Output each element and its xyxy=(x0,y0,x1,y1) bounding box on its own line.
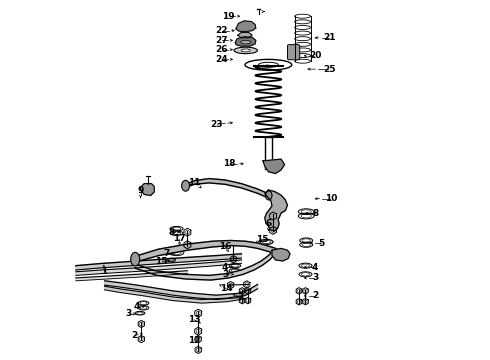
Polygon shape xyxy=(76,260,242,275)
Text: 8: 8 xyxy=(168,228,174,237)
Ellipse shape xyxy=(266,191,272,200)
Text: 1: 1 xyxy=(101,267,107,276)
Text: 24: 24 xyxy=(215,55,228,64)
Polygon shape xyxy=(140,184,154,195)
Polygon shape xyxy=(186,179,269,198)
Polygon shape xyxy=(76,271,187,281)
Text: 17: 17 xyxy=(173,234,186,243)
Ellipse shape xyxy=(241,49,250,52)
Text: 6: 6 xyxy=(265,220,271,229)
Text: 4: 4 xyxy=(222,263,228,272)
Polygon shape xyxy=(104,281,258,300)
Text: 3: 3 xyxy=(125,310,131,319)
Text: 10: 10 xyxy=(325,194,338,203)
Text: 2: 2 xyxy=(238,292,244,302)
Text: 20: 20 xyxy=(309,51,321,60)
Text: 14: 14 xyxy=(220,284,233,293)
Text: 15: 15 xyxy=(256,235,269,244)
Text: 23: 23 xyxy=(210,120,222,129)
Text: 4: 4 xyxy=(133,302,140,311)
Polygon shape xyxy=(104,286,245,303)
Text: 21: 21 xyxy=(323,33,336,42)
Text: 4: 4 xyxy=(312,263,318,272)
Polygon shape xyxy=(263,159,285,174)
Ellipse shape xyxy=(234,47,257,54)
Ellipse shape xyxy=(182,180,190,191)
Text: 3: 3 xyxy=(312,274,318,282)
Text: 11: 11 xyxy=(188,179,201,188)
Text: 27: 27 xyxy=(215,36,228,45)
Text: 9: 9 xyxy=(137,186,144,195)
Polygon shape xyxy=(265,190,288,231)
Ellipse shape xyxy=(131,252,140,266)
Text: 8: 8 xyxy=(312,209,318,217)
Text: 5: 5 xyxy=(318,239,324,248)
Polygon shape xyxy=(135,240,286,262)
Text: 22: 22 xyxy=(215,26,228,35)
Polygon shape xyxy=(272,248,290,261)
Polygon shape xyxy=(76,254,242,270)
Polygon shape xyxy=(238,32,252,38)
Ellipse shape xyxy=(245,59,292,70)
Text: 13: 13 xyxy=(188,315,200,324)
FancyBboxPatch shape xyxy=(288,45,300,60)
Text: 3: 3 xyxy=(222,270,228,279)
Text: 12: 12 xyxy=(188,336,200,345)
Text: 2: 2 xyxy=(312,292,318,300)
Polygon shape xyxy=(236,21,256,32)
Text: 18: 18 xyxy=(222,159,235,168)
Text: 16: 16 xyxy=(219,242,231,251)
Text: 7: 7 xyxy=(163,249,170,258)
Text: 19: 19 xyxy=(222,12,235,21)
Text: 25: 25 xyxy=(323,65,336,74)
Ellipse shape xyxy=(241,40,251,44)
Polygon shape xyxy=(235,37,256,46)
Text: 15: 15 xyxy=(155,256,168,266)
Polygon shape xyxy=(133,250,274,280)
Text: 2: 2 xyxy=(131,331,137,340)
Text: 26: 26 xyxy=(215,45,228,54)
